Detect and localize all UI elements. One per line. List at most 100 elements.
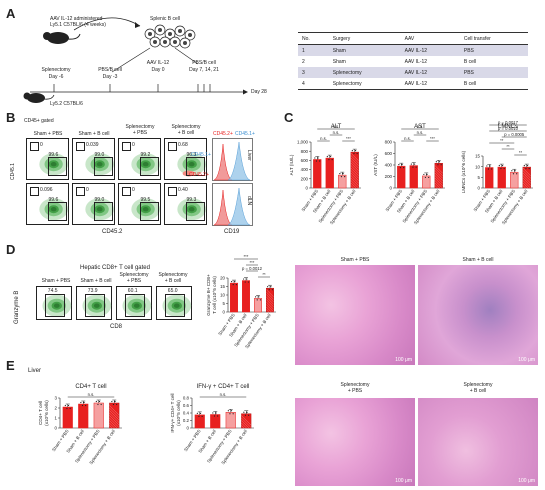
y-tick-label: 15 [475,154,480,159]
data-point [234,281,236,283]
step-2-day: Day 0 [151,67,165,73]
significance-label: ** [500,138,504,143]
table-row: 3 Splenectomy AAV IL-12 PBS [298,67,528,78]
y-tick-label: 200 [385,174,393,179]
data-point [503,167,505,170]
flow-density [53,303,60,308]
cd45-gated-label: CD45+ gated [24,118,54,124]
data-point [403,167,405,169]
bar-hatch [266,309,269,313]
flow-d-col-title: Splenectomy + B cell [158,272,188,284]
data-point [243,411,245,413]
data-point [413,163,416,165]
data-point [424,176,427,179]
bar-hatch [109,412,120,423]
data-point [271,289,273,291]
bar [522,166,531,189]
data-point [232,284,234,286]
histo-legend-cd452: CD45.2+ [213,131,233,137]
gate [139,156,159,176]
y-tick-label: 10 [220,293,225,298]
bar-hatch [266,294,274,303]
gate-percent: 0 [132,142,135,148]
data-point [523,164,525,167]
flow-b-col-title: Sham + B cell [78,131,110,137]
data-point [256,299,258,301]
y-tick-label: 20 [220,276,225,281]
y-axis-label: Granzyme B+ CD8+ [206,274,211,316]
bar-hatch [350,165,359,174]
y-tick-label: 0.6 [183,403,190,408]
histology-image-sham-bcell: 100 μm [418,265,538,365]
data-point [217,415,219,417]
gate [164,294,185,317]
data-point [353,153,355,155]
step-1-day: Day -3 [102,74,118,80]
scale-bar-label: 100 μm [395,357,412,363]
data-point [328,159,330,161]
bar [78,403,89,429]
y-tick-label: 3 [55,396,58,401]
data-point [354,150,357,152]
flow-b-col-title: Splenectomy + PBS [125,124,155,136]
bar-hatch [350,172,359,181]
bar-hatch [266,296,274,305]
data-point [500,167,502,170]
b-cell-cluster-icon [144,24,196,49]
flow-plot: 0.68 96.3 [164,138,207,180]
bar-hatch [522,182,529,189]
flow-plot: 0.039 99.0 [72,138,115,180]
y-tick-label: 15 [220,284,225,289]
bar-hatch [241,422,247,429]
gate [139,201,159,221]
gate-percent: 99.6 [48,151,59,158]
data-point [399,167,402,169]
bar-hatch [109,410,120,421]
y-tick-label: 0 [306,186,309,191]
y-axis-label: ALT (IU/L) [289,154,294,175]
data-point [331,159,333,161]
table-row: 2 Sham AAV IL-12 B cell [302,58,477,65]
bar-hatch [109,422,115,429]
gate [84,294,105,317]
bar [325,157,334,189]
y-tick-label: 600 [385,151,393,156]
bar-hatch [434,175,443,184]
data-point [215,412,217,414]
flow-plot: 65.0 [156,286,192,320]
data-point [235,284,237,286]
gate [47,201,67,221]
bar-hatch [350,182,357,189]
y-axis-label: (x10^6 cells) [44,400,49,426]
bar-hatch [266,289,274,298]
data-point [438,161,441,163]
bar [409,165,418,189]
data-point [511,170,513,172]
schema-diagram [23,17,248,103]
data-point [95,400,97,403]
y-tick-label: 0 [390,186,393,191]
cd19-histograms [212,138,253,226]
histo-xaxis: CD19 [224,229,240,235]
gate [168,187,177,196]
table-header: Cell transfer [459,32,528,45]
significance-label: n.s. [404,136,411,141]
bar-hatch [109,420,118,429]
data-point [100,403,102,406]
data-point [435,161,437,163]
bar [397,165,406,189]
gate [76,142,85,151]
histology-title: Splenectomy + PBS [340,382,370,394]
scale-bar-label: 100 μm [395,478,412,484]
histology-image-splx-pbs: 100 μm [295,398,415,486]
flow-legend-cd451: CD45.1+ [191,152,211,158]
data-point [67,404,70,407]
step-3-label: PBS/B cell [192,60,216,66]
bar [230,282,238,313]
flow-d-title: Hepatic CD8+ T cell gated [80,265,150,271]
step-0-day: Day -6 [48,74,64,80]
flow-density [142,162,149,167]
flow-b-yaxis: CD45.1 [10,163,16,180]
data-point [340,176,343,178]
gate [185,156,205,176]
